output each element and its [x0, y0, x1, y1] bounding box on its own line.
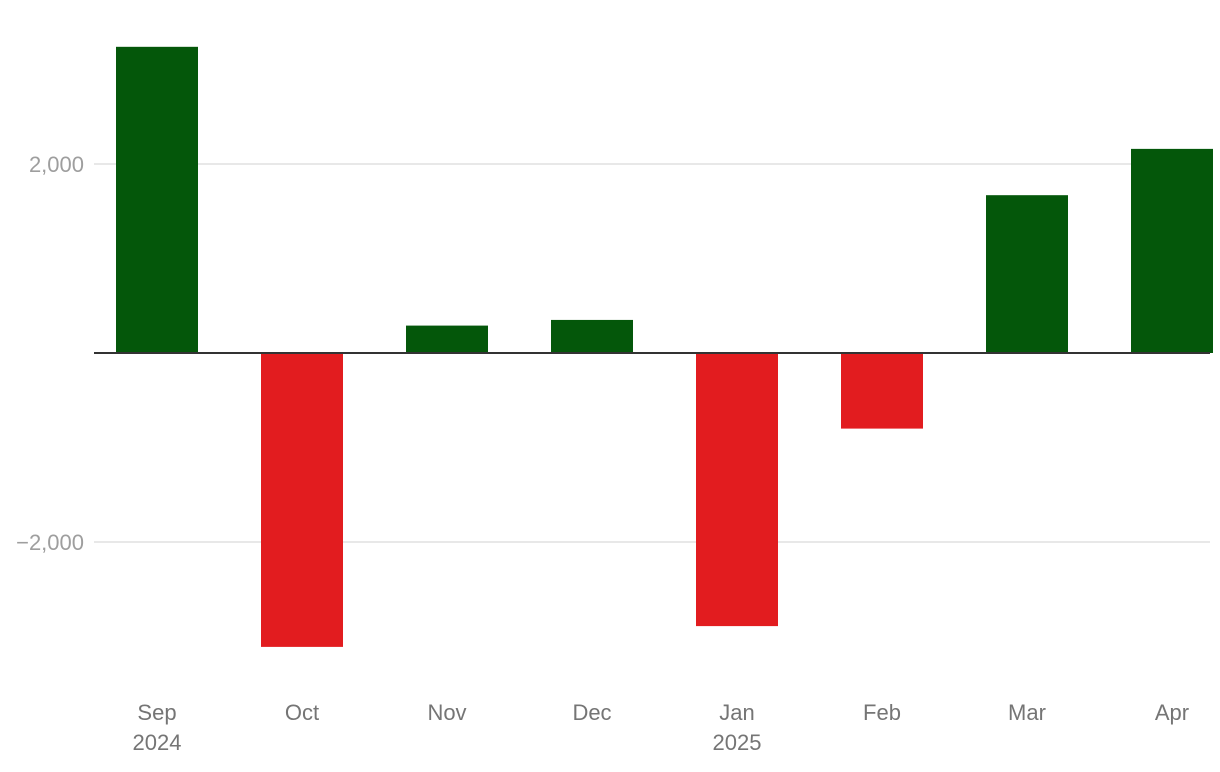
bar-nov [406, 325, 488, 353]
bar-oct [261, 353, 343, 647]
x-tick-label: Mar [1008, 700, 1046, 725]
y-tick-label: 2,000 [29, 152, 84, 177]
bar-jan [696, 353, 778, 627]
x-tick-label: Oct [285, 700, 319, 725]
bar-feb [841, 353, 923, 429]
label-layer: 2,000 −2,000 Sep 2024 Oct Nov Dec Jan 2025 Feb Mar… [16, 152, 1189, 755]
x-tick-label: Dec [572, 700, 611, 725]
x-tick-year-label: 2025 [713, 730, 762, 755]
y-tick-label: −2,000 [16, 530, 84, 555]
bar-apr [1131, 148, 1213, 353]
x-tick-label: Apr [1155, 700, 1189, 725]
bar-sep [116, 46, 198, 353]
x-tick-label: Sep [137, 700, 176, 725]
x-tick-year-label: 2024 [133, 730, 182, 755]
x-tick-label: Feb [863, 700, 901, 725]
x-tick-label: Jan [719, 700, 754, 725]
x-tick-label: Nov [427, 700, 466, 725]
bar-mar [986, 195, 1068, 353]
bar-layer [116, 46, 1213, 647]
bar-dec [551, 319, 633, 353]
